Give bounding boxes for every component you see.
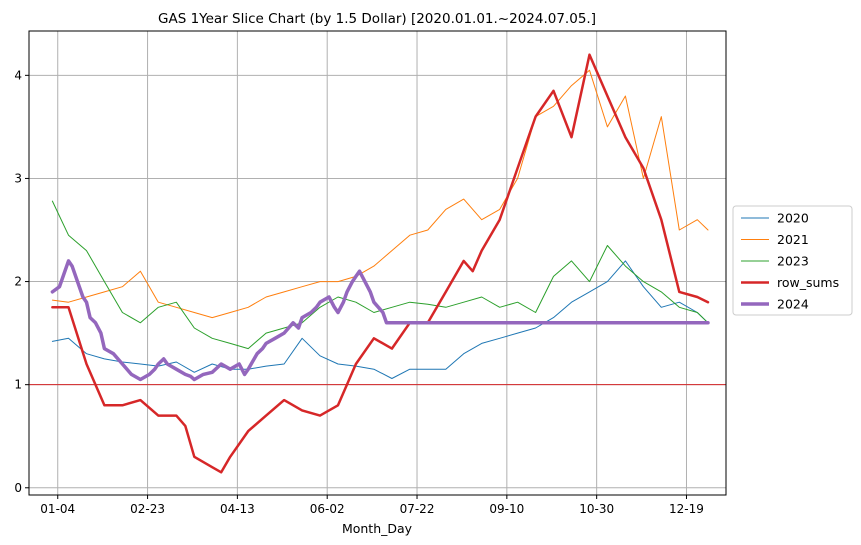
chart-title: GAS 1Year Slice Chart (by 1.5 Dollar) [2…: [158, 11, 596, 27]
x-tick-label: 10-30: [579, 502, 614, 516]
x-tick-label: 12-19: [669, 502, 704, 516]
x-tick-label: 07-22: [400, 502, 435, 516]
y-tick-label: 1: [14, 378, 22, 392]
legend-box: [732, 205, 853, 316]
y-tick-label: 3: [14, 171, 22, 185]
x-tick-label: 04-13: [220, 502, 255, 516]
legend-label: row_sums: [777, 275, 839, 290]
x-tick-label: 09-10: [489, 502, 524, 516]
series-line-2021: [51, 69, 709, 319]
x-axis-ticks: 01-04 02-23 04-13 06-02 07-22 09-10 10-30 12-19: [40, 495, 704, 516]
plot-frame: [28, 30, 727, 496]
legend-label: 2024: [777, 297, 809, 312]
series-line-2020: [51, 260, 709, 379]
x-axis-label: Month_Day: [342, 521, 413, 536]
legend-label: 2020: [777, 211, 809, 226]
x-tick-label: 02-23: [130, 502, 165, 516]
y-axis-ticks: 0 1 2 3 4: [14, 68, 29, 495]
x-tick-label: 01-04: [40, 502, 75, 516]
legend-label: 2021: [777, 232, 809, 247]
y-tick-label: 0: [14, 481, 22, 495]
series-line-row-sums: [51, 53, 710, 474]
legend: 2020 2021 2023 row_sums 2024: [732, 205, 853, 316]
legend-label: 2023: [777, 254, 809, 269]
y-tick-label: 2: [14, 275, 22, 289]
y-tick-label: 4: [14, 68, 22, 82]
x-tick-label: 06-02: [310, 502, 345, 516]
series-line-2024: [50, 259, 710, 382]
series-layer: [50, 53, 710, 474]
